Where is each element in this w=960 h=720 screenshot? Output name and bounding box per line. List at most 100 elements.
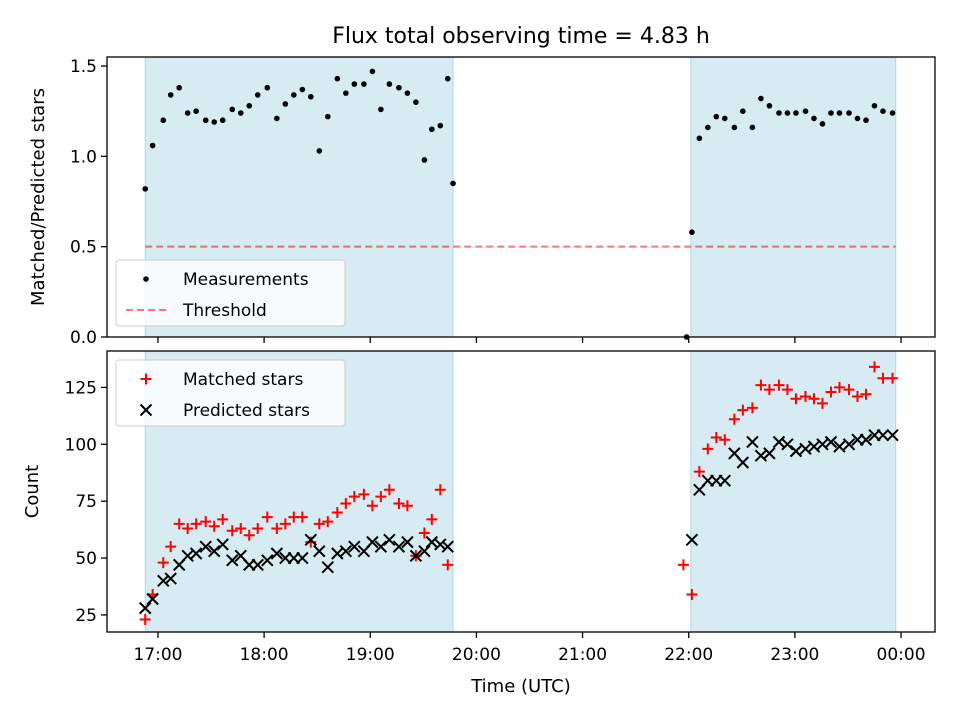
data-point [282, 101, 289, 107]
data-point [366, 500, 378, 512]
data-point [331, 507, 343, 519]
data-point [737, 404, 749, 416]
y-tick-label: 50 [75, 549, 97, 569]
legend-label: Matched stars [183, 370, 303, 390]
data-point [877, 372, 889, 384]
data-point [184, 110, 191, 116]
y-tick-label: 75 [75, 492, 97, 512]
legend-marker [139, 403, 153, 417]
data-point [802, 108, 809, 114]
data-point [444, 75, 451, 82]
data-point [200, 516, 212, 528]
data-point [833, 440, 846, 453]
data-point [375, 491, 387, 503]
data-point [193, 108, 199, 114]
y-axis-label: Count [22, 465, 43, 518]
legend-marker [143, 276, 149, 282]
data-point [229, 106, 236, 113]
x-tick-label: 17:00 [133, 645, 182, 665]
legend-box [115, 359, 346, 427]
data-point [880, 108, 886, 114]
data-point [421, 157, 428, 163]
data-point [299, 86, 306, 93]
data-point [313, 545, 326, 558]
data-point [718, 474, 732, 487]
data-point [696, 135, 703, 142]
series-measurements [142, 68, 896, 340]
data-point [313, 518, 325, 530]
axes-frame [106, 56, 936, 338]
data-point [686, 588, 698, 600]
data-point [271, 522, 283, 534]
legend-label: Threshold [182, 301, 267, 321]
data-point [876, 428, 890, 442]
data-point [392, 540, 406, 553]
data-point [746, 435, 759, 449]
y-tick-label: 1.5 [70, 57, 97, 77]
axes-frame [106, 350, 936, 633]
data-point [304, 533, 318, 547]
data-point [781, 384, 793, 396]
data-point [261, 511, 273, 523]
data-point [270, 547, 284, 560]
data-point [728, 413, 740, 425]
ratio-panel: 0.0 0.5 1.0 1.5 Matched/Predicted stars Measu… [28, 56, 936, 348]
data-point [165, 541, 177, 553]
data-point [789, 444, 803, 458]
data-point [296, 511, 308, 523]
data-point [689, 229, 695, 236]
y-tick-label: 1.0 [70, 147, 97, 167]
data-point [401, 535, 414, 549]
data-point [142, 186, 149, 192]
data-point [713, 113, 720, 120]
legend-label: Predicted stars [183, 401, 310, 421]
data-point [843, 384, 855, 396]
y-tick-label: 100 [65, 435, 97, 455]
data-point [705, 124, 711, 131]
x-tick-label: 23:00 [770, 645, 819, 665]
data-point [358, 488, 370, 500]
y-tick-label: 0.5 [70, 238, 97, 258]
data-point [710, 431, 722, 443]
data-point [842, 438, 856, 451]
data-point [828, 110, 834, 116]
data-point [434, 484, 446, 496]
data-point [758, 95, 764, 102]
data-point [226, 554, 239, 567]
data-point [811, 115, 817, 122]
data-point [889, 110, 896, 116]
data-point [819, 121, 826, 127]
legend: Measurements Threshold [115, 259, 346, 327]
data-point [396, 84, 402, 91]
x-axis-label: Time (UTC) [470, 676, 571, 697]
x-tick-label: 22:00 [664, 645, 713, 665]
data-point [167, 92, 174, 98]
data-point [254, 92, 261, 98]
y-tick-label: 0.0 [70, 328, 97, 348]
data-point [208, 520, 220, 532]
data-point [685, 533, 699, 547]
data-point [740, 108, 746, 114]
data-point [334, 75, 341, 82]
data-point [339, 545, 353, 558]
data-point [846, 110, 852, 116]
data-point [776, 110, 782, 116]
data-point [781, 438, 794, 451]
data-point [343, 90, 349, 96]
data-point [868, 361, 880, 373]
data-point [252, 522, 264, 534]
data-point [139, 613, 151, 625]
data-point [887, 372, 899, 384]
data-point [816, 397, 828, 409]
data-point [361, 81, 367, 87]
data-point [693, 466, 705, 478]
data-point [426, 513, 438, 525]
data-point [243, 529, 255, 541]
observing-interval-band [690, 350, 897, 633]
data-point [442, 559, 454, 571]
legend-marker [140, 373, 152, 385]
data-point [418, 545, 431, 558]
data-point [836, 110, 843, 116]
data-point [348, 491, 360, 503]
